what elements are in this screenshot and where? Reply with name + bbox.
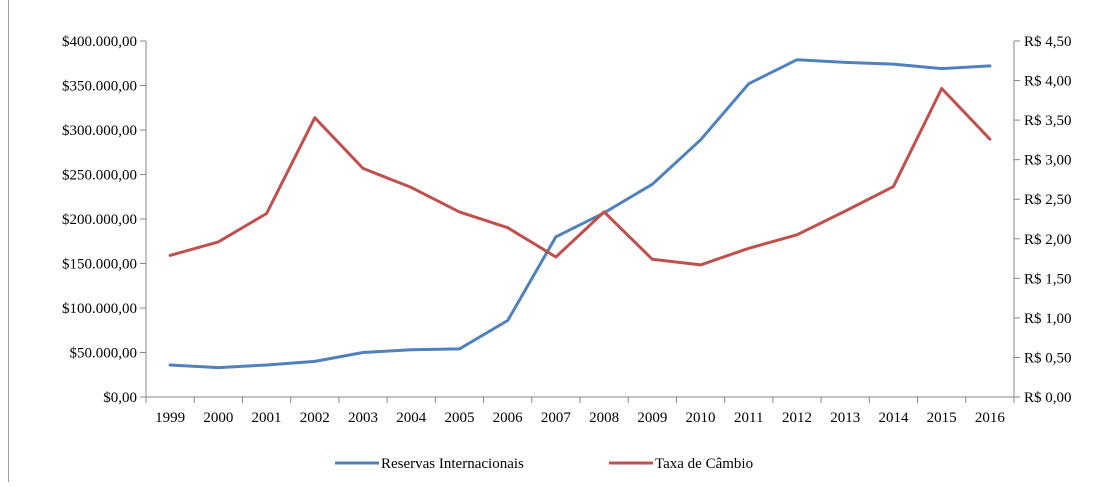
legend-label: Taxa de Câmbio: [655, 456, 753, 472]
right-axis-tick-label: R$ 0,50: [1024, 350, 1072, 366]
x-axis-tick-label: 2014: [878, 410, 909, 426]
x-axis-tick-label: 2013: [830, 410, 860, 426]
line-chart: $0,00 $50.000,00 $100.000,00 $150.000,00 $20…: [62, 34, 1072, 472]
x-axis-tick-label: 2002: [300, 410, 330, 426]
x-axis-tick-label: 2016: [975, 410, 1006, 426]
x-axis-tick-label: 2005: [444, 410, 474, 426]
x-axis-tick-label: 1999: [155, 410, 185, 426]
right-axis-tick-label: R$ 2,00: [1024, 232, 1072, 248]
x-axis-tick-label: 2010: [686, 410, 716, 426]
x-axis-tick-label: 2008: [589, 410, 619, 426]
left-axis-tick-label: $150.000,00: [62, 257, 137, 273]
right-axis-tick-label: R$ 3,50: [1024, 113, 1072, 129]
axes: [140, 40, 1020, 403]
legend: Reservas Internacionais Taxa de Câmbio: [335, 456, 753, 472]
left-axis-tick-label: $400.000,00: [62, 34, 137, 50]
left-axis-tick-label: $100.000,00: [62, 301, 137, 317]
x-axis-tick-label: 2006: [493, 410, 524, 426]
x-axis-tick-label: 2001: [252, 410, 282, 426]
right-axis-tick-label: R$ 0,00: [1024, 390, 1072, 406]
legend-label: Reservas Internacionais: [381, 456, 524, 472]
right-axis-tick-label: R$ 3,00: [1024, 153, 1072, 169]
right-axis-tick-label: R$ 4,50: [1024, 34, 1072, 50]
x-axis-tick-label: 2004: [396, 410, 427, 426]
x-axis-tick-label: 2015: [927, 410, 957, 426]
series-lines: [168, 58, 992, 370]
right-axis-tick-label: R$ 1,00: [1024, 311, 1072, 327]
x-axis-tick-label: 2000: [203, 410, 233, 426]
left-axis-tick-label: $50.000,00: [70, 346, 138, 362]
x-axis-tick-label: 2003: [348, 410, 378, 426]
chart-frame: $0,00 $50.000,00 $100.000,00 $150.000,00 $20…: [8, 0, 1099, 482]
x-axis-tick-label: 2007: [541, 410, 572, 426]
left-axis-tick-label: $300.000,00: [62, 123, 137, 139]
right-axis-tick-label: R$ 2,50: [1024, 192, 1072, 208]
x-axis-tick-label: 2012: [782, 410, 812, 426]
right-axis-tick-labels: R$ 0,00 R$ 0,50 R$ 1,00 R$ 1,50 R$ 2,00 R$ 2,…: [1024, 34, 1072, 406]
left-axis-tick-label: $200.000,00: [62, 212, 137, 228]
x-axis-tick-labels: 1999 2000 2001 2002 2003 2004 2005 2006 2007 2008…: [155, 410, 1005, 426]
series-line-2: [168, 87, 992, 267]
x-axis-tick-label: 2009: [637, 410, 667, 426]
left-axis-tick-labels: $0,00 $50.000,00 $100.000,00 $150.000,00 $20…: [62, 34, 137, 406]
left-axis-tick-label: $0,00: [103, 390, 137, 406]
left-axis-tick-label: $250.000,00: [62, 168, 137, 184]
right-axis-tick-label: R$ 4,00: [1024, 74, 1072, 90]
x-axis-tick-label: 2011: [734, 410, 763, 426]
right-axis-tick-label: R$ 1,50: [1024, 271, 1072, 287]
series-line-1: [168, 58, 992, 370]
left-axis-tick-label: $350.000,00: [62, 79, 137, 95]
